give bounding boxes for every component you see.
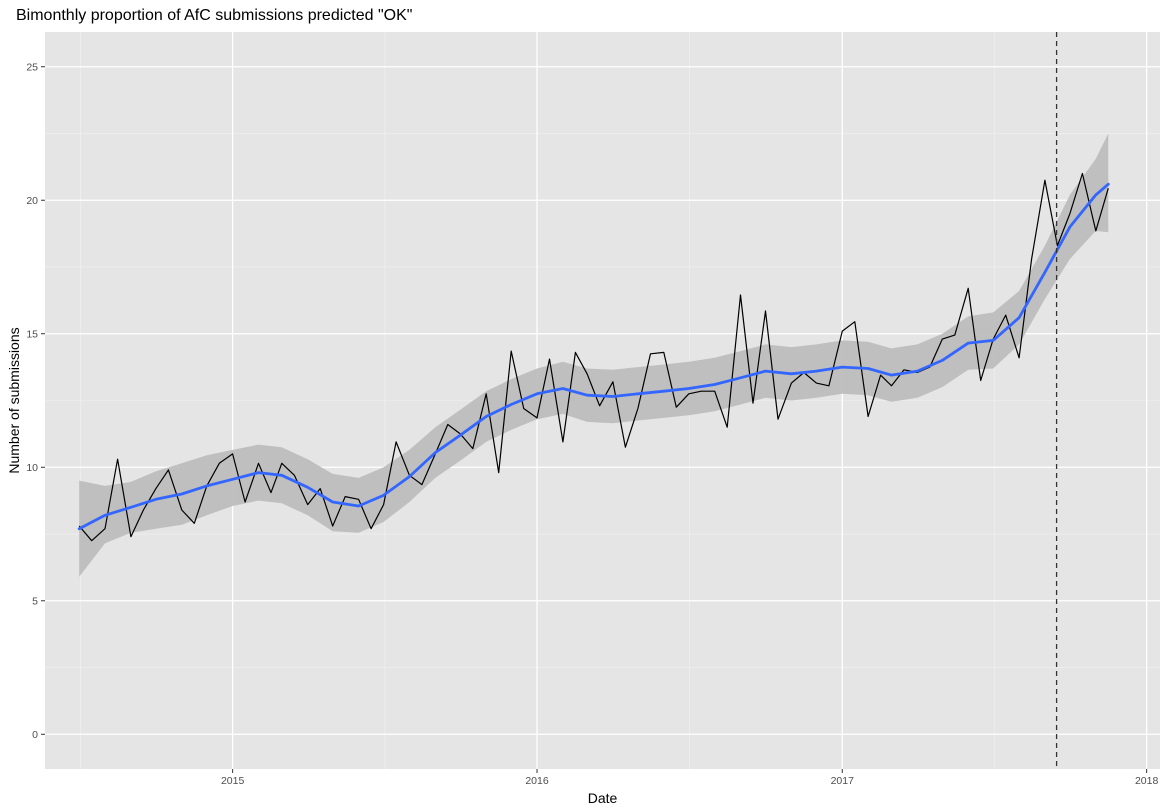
raw-series-line	[78, 172, 1109, 542]
y-tick-label: 5	[32, 595, 38, 607]
chart-title: Bimonthly proportion of AfC submissions …	[16, 7, 412, 24]
y-axis: 0 5 10 15 20 25	[26, 61, 45, 741]
confidence-ribbon	[79, 133, 1109, 577]
raw-series-layer	[78, 172, 1109, 542]
x-axis-title: Date	[588, 790, 618, 806]
x-tick-label: 2017	[831, 775, 855, 787]
x-tick-label: 2018	[1135, 775, 1159, 787]
confidence-ribbon-layer	[79, 133, 1109, 577]
smooth-series-line	[77, 182, 1110, 531]
y-axis-title: Number of submissions	[6, 327, 22, 473]
x-axis: 2015 2016 2017 2018	[221, 769, 1159, 787]
y-tick-label: 25	[26, 61, 38, 73]
y-tick-label: 0	[32, 729, 38, 741]
y-tick-label: 15	[26, 328, 38, 340]
smooth-series-layer	[77, 182, 1110, 531]
y-tick-label: 10	[26, 462, 38, 474]
y-tick-label: 20	[26, 195, 38, 207]
x-tick-label: 2015	[221, 775, 245, 787]
x-tick-label: 2016	[525, 775, 549, 787]
